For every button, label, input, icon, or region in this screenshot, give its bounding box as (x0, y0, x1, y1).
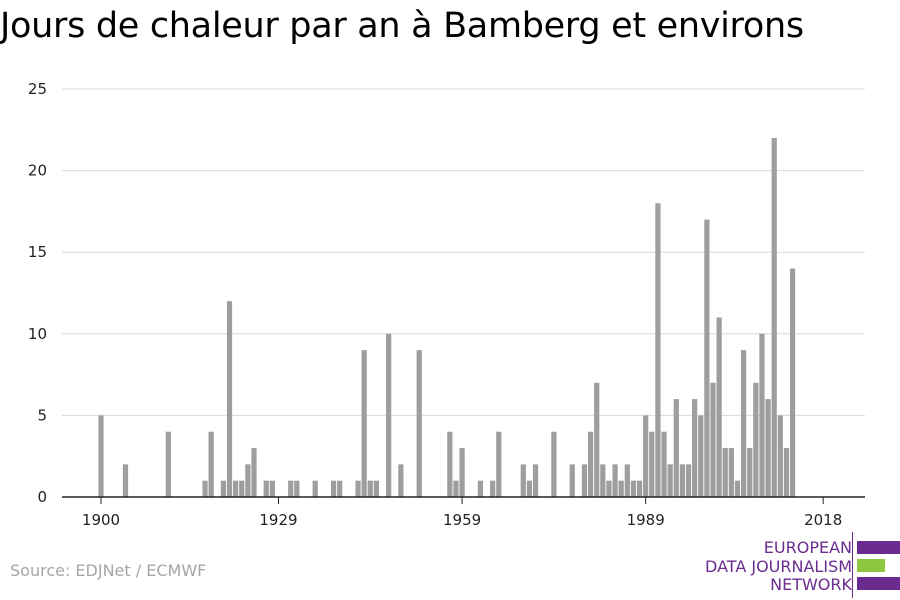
bar-1986 (624, 464, 630, 497)
bar-1911 (165, 431, 171, 497)
bar-2002 (722, 448, 728, 497)
bar-1900 (98, 415, 104, 497)
gridlines (62, 88, 865, 416)
bar-1932 (294, 480, 300, 497)
bar-1995 (679, 464, 686, 497)
bar-2011 (777, 415, 783, 497)
bar-2000 (710, 382, 716, 497)
bar-2008 (759, 333, 765, 497)
bar-1985 (618, 480, 624, 497)
bar-1935 (312, 480, 318, 497)
bar-1994 (673, 399, 679, 497)
bar-1925 (251, 448, 257, 497)
chart-title: Jours de chaleur par an à Bamberg et env… (0, 6, 804, 46)
bar-2003 (728, 448, 734, 497)
bar-1988 (636, 480, 643, 497)
bars (98, 137, 796, 498)
bar-1923 (239, 480, 245, 497)
x-tick-label: 1900 (82, 511, 120, 529)
bar-1969 (520, 464, 526, 497)
bar-1938 (330, 480, 337, 497)
bar-1928 (269, 480, 275, 497)
bar-1974 (551, 431, 557, 497)
bar-1939 (337, 480, 343, 497)
logo-bar-top (857, 541, 900, 554)
x-tick-label: 1959 (443, 511, 481, 529)
bar-2013 (789, 268, 796, 497)
bar-2012 (783, 448, 790, 497)
bar-1952 (416, 350, 422, 497)
bar-1989 (643, 415, 649, 497)
edjnet-logo: EUROPEAN DATA JOURNALISM NETWORK (700, 530, 900, 600)
bar-1962 (477, 480, 484, 497)
bar-2009 (765, 399, 771, 497)
bar-1947 (386, 333, 392, 497)
bar-2010 (771, 137, 777, 497)
axes: 0 5 10 15 20 25 1900 1929 1959 1989 2018 (28, 80, 865, 529)
bar-1979 (581, 464, 588, 497)
bar-1997 (692, 399, 698, 497)
bar-1918 (208, 431, 214, 497)
bar-1970 (526, 480, 533, 497)
bar-1927 (263, 480, 269, 497)
bar-1990 (649, 431, 655, 497)
bar-1984 (612, 464, 618, 497)
bar-1922 (233, 480, 239, 497)
bar-1971 (532, 464, 539, 497)
bar-1917 (202, 480, 208, 497)
y-tick-label: 15 (28, 243, 47, 261)
bar-1945 (373, 480, 380, 497)
bar-1904 (122, 464, 129, 497)
bar-1959 (459, 448, 465, 497)
bar-1920 (220, 480, 227, 497)
bar-1993 (667, 464, 673, 497)
logo-divider (852, 532, 853, 598)
bar-1958 (453, 480, 459, 497)
y-tick-label: 25 (28, 80, 47, 98)
bar-1977 (569, 464, 575, 497)
bar-1965 (496, 431, 502, 497)
bar-1931 (288, 480, 294, 497)
bar-1964 (490, 480, 496, 497)
bar-1949 (398, 464, 404, 497)
bar-1996 (685, 464, 692, 497)
x-tick-label: 2018 (804, 511, 842, 529)
bar-1957 (447, 431, 453, 497)
bar-1982 (600, 464, 606, 497)
bar-2005 (740, 350, 747, 497)
bar-2007 (753, 382, 759, 497)
x-tick-label: 1929 (259, 511, 297, 529)
bar-1980 (587, 431, 594, 497)
bar-1991 (655, 203, 661, 498)
logo-bar-middle (857, 559, 885, 572)
bar-1992 (661, 431, 667, 497)
y-tick-label: 0 (37, 488, 47, 506)
bar-2006 (747, 448, 753, 497)
bar-2001 (716, 317, 722, 497)
y-tick-label: 5 (37, 406, 47, 424)
bar-1983 (606, 480, 612, 497)
bar-1998 (698, 415, 704, 497)
bar-1921 (226, 301, 233, 497)
logo-line-2: DATA JOURNALISM (705, 557, 852, 576)
bar-1999 (704, 219, 710, 497)
logo-bar-bottom (857, 577, 900, 590)
x-tick-label: 1989 (627, 511, 665, 529)
source-note: Source: EDJNet / ECMWF (10, 561, 207, 580)
bar-1943 (361, 350, 367, 497)
y-tick-label: 10 (28, 325, 47, 343)
bar-2004 (734, 480, 741, 497)
logo-line-3: NETWORK (770, 575, 852, 594)
bar-1987 (630, 480, 637, 497)
bar-1944 (367, 480, 373, 497)
logo-line-1: EUROPEAN (763, 538, 852, 557)
y-tick-label: 20 (28, 162, 47, 180)
bar-1942 (355, 480, 361, 497)
bar-1924 (245, 464, 251, 497)
bar-1981 (594, 382, 600, 497)
